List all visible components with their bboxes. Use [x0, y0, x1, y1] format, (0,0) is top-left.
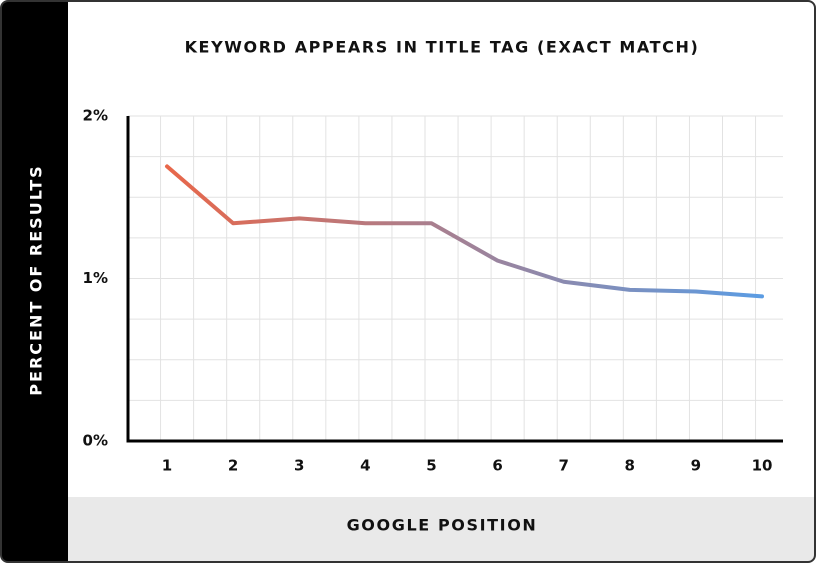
x-tick-label: 7 — [558, 457, 568, 475]
x-tick-label: 6 — [492, 457, 502, 475]
x-tick-label: 4 — [360, 457, 370, 475]
x-tick-label: 3 — [294, 457, 304, 475]
y-axis-label: PERCENT OF RESULTS — [27, 164, 46, 395]
x-tick-label: 10 — [752, 457, 773, 475]
y-label-band — [1, 1, 68, 562]
x-axis-label: GOOGLE POSITION — [347, 516, 538, 535]
x-tick-label: 5 — [426, 457, 436, 475]
y-tick-label: 2% — [83, 107, 108, 125]
grid — [128, 115, 783, 442]
chart-title: KEYWORD APPEARS IN TITLE TAG (EXACT MATC… — [185, 38, 700, 57]
y-tick-label: 1% — [83, 269, 108, 287]
x-tick-label: 2 — [228, 457, 238, 475]
x-tick-label: 1 — [162, 457, 172, 475]
series-line — [165, 164, 764, 299]
x-tick-label: 8 — [625, 457, 635, 475]
x-tick-label: 9 — [691, 457, 701, 475]
y-tick-label: 0% — [83, 432, 108, 450]
x-label-band — [68, 497, 815, 562]
plot — [165, 164, 764, 299]
